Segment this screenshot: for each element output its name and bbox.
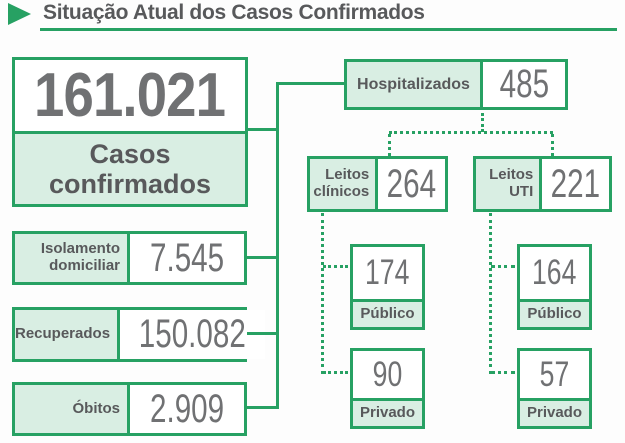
page-title: Situação Atual dos Casos Confirmados bbox=[43, 1, 425, 24]
stat-row-obitos: Óbitos 2.909 bbox=[12, 382, 247, 436]
hospitalizados-value-cell: 485 bbox=[483, 62, 565, 107]
confirmed-cases-label: Casos confirmados bbox=[15, 134, 245, 204]
isolamento-domiciliar-value-cell: 7.545 bbox=[130, 234, 244, 282]
isolamento-domiciliar-value: 7.545 bbox=[149, 235, 225, 280]
dotted-hospitalizados-drop bbox=[481, 113, 484, 132]
obitos-value-cell: 2.909 bbox=[130, 385, 244, 433]
leitos-clinicos-value-cell: 264 bbox=[378, 159, 445, 209]
clinicos-publico-value-cell: 174 bbox=[353, 247, 422, 299]
connector-trunk-vertical bbox=[276, 82, 279, 409]
recuperados-value: 150.082 bbox=[138, 312, 246, 356]
uti-privado-value-cell: 57 bbox=[520, 351, 589, 398]
clinicos-privado-box: 90 Privado bbox=[350, 348, 425, 429]
bullet-triangle-icon bbox=[8, 3, 31, 25]
dotted-stub-clinicos-publico bbox=[323, 265, 348, 268]
obitos-label: Óbitos bbox=[15, 385, 130, 433]
dotted-trunk-uti bbox=[489, 213, 492, 374]
clinicos-publico-box: 174 Público bbox=[350, 244, 425, 330]
connector-recuperados-stub bbox=[247, 332, 276, 335]
connector-trunk-to-hospitalizados bbox=[279, 82, 344, 85]
connector-isolamento-stub bbox=[247, 256, 276, 259]
dotted-beds-crossbar bbox=[389, 131, 553, 134]
uti-publico-value-cell: 164 bbox=[520, 247, 589, 299]
connector-obitos-stub bbox=[247, 406, 276, 409]
uti-privado-box: 57 Privado bbox=[517, 348, 592, 429]
dotted-stub-uti-privado bbox=[491, 371, 515, 374]
confirmed-cases-box: 161.021 Casos confirmados bbox=[12, 57, 248, 207]
connector-summary-to-trunk bbox=[245, 128, 276, 131]
isolamento-domiciliar-label: Isolamento domiciliar bbox=[15, 234, 130, 282]
confirmed-cases-value: 161.021 bbox=[34, 61, 226, 130]
hospitalizados-value: 485 bbox=[499, 62, 549, 106]
clinicos-publico-label: Público bbox=[353, 299, 422, 327]
hospitalizados-box: Hospitalizados 485 bbox=[344, 59, 568, 110]
title-underline bbox=[40, 28, 617, 31]
dotted-stub-uti-publico bbox=[491, 265, 515, 268]
uti-privado-value: 57 bbox=[539, 354, 570, 394]
stat-row-recuperados: Recuperados 150.082 bbox=[12, 307, 265, 362]
dotted-drop-leitos-clinicos bbox=[388, 134, 391, 156]
leitos-uti-label: Leitos UTI bbox=[476, 159, 543, 209]
stat-row-isolamento-domiciliar: Isolamento domiciliar 7.545 bbox=[12, 231, 247, 285]
uti-publico-label: Público bbox=[520, 299, 589, 327]
dotted-drop-leitos-uti bbox=[551, 134, 554, 156]
uti-publico-value: 164 bbox=[532, 253, 577, 292]
dotted-stub-clinicos-privado bbox=[323, 371, 348, 374]
hospitalizados-label: Hospitalizados bbox=[347, 62, 483, 107]
recuperados-value-cell: 150.082 bbox=[120, 310, 265, 359]
uti-publico-box: 164 Público bbox=[517, 244, 592, 330]
leitos-uti-value-cell: 221 bbox=[542, 159, 609, 209]
clinicos-privado-label: Privado bbox=[353, 398, 422, 426]
uti-privado-label: Privado bbox=[520, 398, 589, 426]
clinicos-privado-value: 90 bbox=[372, 354, 403, 394]
recuperados-label: Recuperados bbox=[15, 310, 121, 359]
leitos-clinicos-box: Leitos clínicos 264 bbox=[307, 156, 448, 212]
confirmed-cases-value-cell: 161.021 bbox=[15, 60, 245, 134]
leitos-clinicos-label: Leitos clínicos bbox=[310, 159, 379, 209]
leitos-uti-box: Leitos UTI 221 bbox=[473, 156, 612, 212]
leitos-clinicos-value: 264 bbox=[386, 161, 437, 206]
leitos-uti-value: 221 bbox=[550, 161, 601, 206]
obitos-value: 2.909 bbox=[149, 386, 225, 431]
clinicos-publico-value: 174 bbox=[365, 253, 410, 292]
dotted-trunk-clinicos bbox=[321, 213, 324, 374]
clinicos-privado-value-cell: 90 bbox=[353, 351, 422, 398]
